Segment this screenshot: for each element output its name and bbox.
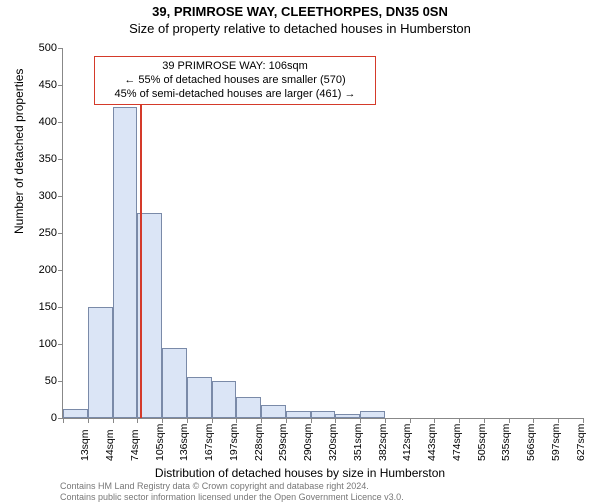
histogram-bar [335, 414, 360, 418]
property-marker-line [140, 81, 142, 418]
x-tick-mark [335, 418, 336, 423]
histogram-bar [88, 307, 113, 418]
x-tick-label: 290sqm [302, 424, 314, 461]
attribution-footer: Contains HM Land Registry data © Crown c… [60, 481, 404, 502]
x-tick-label: 597sqm [550, 424, 562, 461]
y-tick-mark [58, 85, 63, 86]
annotation-title: 39 PRIMROSE WAY: 106sqm [101, 60, 369, 74]
x-tick-mark [410, 418, 411, 423]
y-tick-label: 200 [17, 264, 57, 276]
x-tick-label: 382sqm [377, 424, 389, 461]
y-tick-label: 150 [17, 301, 57, 313]
x-tick-mark [88, 418, 89, 423]
y-tick-label: 350 [17, 153, 57, 165]
y-tick-mark [58, 381, 63, 382]
x-tick-label: 259sqm [277, 424, 289, 461]
x-tick-mark [286, 418, 287, 423]
x-tick-label: 136sqm [178, 424, 190, 461]
x-tick-mark [509, 418, 510, 423]
y-tick-mark [58, 344, 63, 345]
y-tick-label: 450 [17, 79, 57, 91]
histogram-bar [286, 411, 311, 418]
y-tick-label: 400 [17, 116, 57, 128]
x-tick-label: 228sqm [253, 424, 265, 461]
y-tick-label: 300 [17, 190, 57, 202]
y-tick-mark [58, 307, 63, 308]
x-tick-label: 320sqm [327, 424, 339, 461]
x-tick-mark [484, 418, 485, 423]
footer-line-2: Contains public sector information licen… [60, 492, 404, 502]
annotation-smaller: ← 55% of detached houses are smaller (57… [101, 74, 369, 88]
y-axis-label: Number of detached properties [12, 69, 26, 234]
page-subtitle: Size of property relative to detached ho… [0, 21, 600, 36]
histogram-bar [261, 405, 286, 418]
x-tick-mark [113, 418, 114, 423]
page-title-address: 39, PRIMROSE WAY, CLEETHORPES, DN35 0SN [0, 4, 600, 19]
x-tick-label: 505sqm [476, 424, 488, 461]
x-tick-mark [187, 418, 188, 423]
x-tick-label: 13sqm [79, 429, 91, 461]
y-tick-label: 100 [17, 338, 57, 350]
x-tick-mark [385, 418, 386, 423]
y-tick-label: 50 [17, 375, 57, 387]
y-tick-mark [58, 48, 63, 49]
x-tick-mark [63, 418, 64, 423]
histogram-bar [113, 107, 138, 418]
x-tick-label: 44sqm [104, 429, 116, 461]
y-tick-label: 0 [17, 412, 57, 424]
x-tick-mark [261, 418, 262, 423]
x-tick-label: 197sqm [228, 424, 240, 461]
y-tick-mark [58, 159, 63, 160]
y-tick-mark [58, 122, 63, 123]
x-tick-mark [434, 418, 435, 423]
x-tick-label: 105sqm [154, 424, 166, 461]
histogram-bar [63, 409, 88, 418]
x-tick-mark [558, 418, 559, 423]
x-tick-label: 167sqm [203, 424, 215, 461]
x-tick-mark [162, 418, 163, 423]
y-tick-label: 500 [17, 42, 57, 54]
x-tick-label: 443sqm [426, 424, 438, 461]
annotation-larger: 45% of semi-detached houses are larger (… [101, 88, 369, 102]
x-tick-label: 351sqm [352, 424, 364, 461]
x-tick-label: 412sqm [401, 424, 413, 461]
x-tick-mark [459, 418, 460, 423]
histogram-bar [236, 397, 261, 418]
marker-annotation-box: 39 PRIMROSE WAY: 106sqm ← 55% of detache… [94, 56, 376, 105]
x-axis-label: Distribution of detached houses by size … [0, 466, 600, 480]
histogram-bar [212, 381, 237, 418]
footer-line-1: Contains HM Land Registry data © Crown c… [60, 481, 404, 491]
histogram-bar [187, 377, 212, 418]
y-tick-mark [58, 270, 63, 271]
histogram-bar [311, 411, 336, 418]
x-tick-mark [212, 418, 213, 423]
x-tick-label: 535sqm [500, 424, 512, 461]
y-tick-mark [58, 233, 63, 234]
x-tick-label: 627sqm [575, 424, 587, 461]
x-tick-label: 566sqm [525, 424, 537, 461]
histogram-bar [360, 411, 385, 418]
y-tick-label: 250 [17, 227, 57, 239]
x-tick-mark [311, 418, 312, 423]
x-tick-label: 74sqm [129, 429, 141, 461]
x-tick-mark [137, 418, 138, 423]
x-tick-mark [583, 418, 584, 423]
y-tick-mark [58, 196, 63, 197]
x-tick-label: 474sqm [451, 424, 463, 461]
x-tick-mark [236, 418, 237, 423]
x-tick-mark [533, 418, 534, 423]
x-tick-mark [360, 418, 361, 423]
histogram-bar [162, 348, 187, 418]
